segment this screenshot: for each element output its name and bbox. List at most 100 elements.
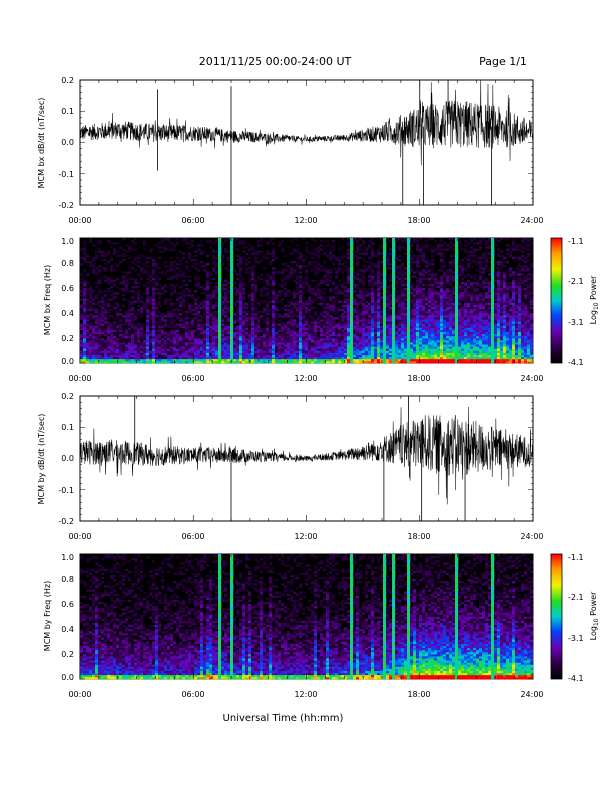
spectrogram-cell — [104, 290, 108, 293]
spectrogram-cell — [389, 340, 393, 343]
spectrogram-cell — [137, 290, 141, 293]
spectrogram-cell — [395, 304, 399, 308]
spectrogram-cell — [410, 348, 414, 351]
spectrogram-cell — [113, 350, 117, 353]
spectrogram-cell — [239, 300, 243, 303]
spectrogram-cell — [182, 323, 186, 326]
spectrogram-cell — [227, 354, 231, 358]
spectrogram-cell — [104, 350, 108, 353]
spectrogram-cell — [239, 358, 243, 362]
spectrogram-cell — [221, 346, 225, 349]
spectrogram-cell — [386, 290, 390, 293]
spectrogram-cell — [332, 310, 336, 314]
spectrogram-cell — [377, 281, 381, 285]
spectrogram-cell — [386, 329, 390, 333]
spectrogram-cell — [404, 315, 408, 318]
spectrogram-cell — [293, 352, 297, 355]
spectrogram-cell — [200, 352, 204, 355]
spectrogram-cell — [305, 333, 309, 337]
spectrogram-cell — [314, 331, 318, 335]
spectrogram-cell — [407, 294, 411, 297]
spectrogram-cell — [230, 246, 234, 249]
spectrogram-cell — [317, 292, 321, 295]
spectrogram-cell — [341, 335, 345, 339]
spectrogram-cell — [188, 254, 192, 258]
spectrogram-cell — [266, 273, 270, 276]
spectrogram-cell — [215, 304, 219, 308]
spectrogram-cell — [401, 283, 405, 287]
spectrogram-cell — [224, 360, 228, 364]
spectrogram-cell — [299, 338, 303, 341]
spectrogram-cell — [329, 323, 333, 326]
y-tick-label: -0.2 — [58, 517, 74, 526]
spectrogram-cell — [128, 342, 132, 345]
spectrogram-cell — [407, 277, 411, 280]
spectrogram-cell — [260, 344, 264, 347]
spectrogram-cell — [272, 279, 276, 283]
spectrogram-cell — [278, 323, 282, 326]
spectrogram-cell — [140, 356, 144, 360]
spectrogram-cell — [272, 298, 276, 301]
spectrogram-cell — [86, 315, 90, 318]
spectrogram-cell — [443, 335, 447, 339]
spectrogram-cell — [257, 323, 261, 326]
spectrogram-cell — [353, 250, 357, 253]
spectrogram-cell — [125, 313, 129, 316]
spectrogram-cell — [140, 331, 144, 335]
spectrogram-cell — [383, 319, 387, 322]
spectrogram-cell — [197, 356, 201, 360]
spectrogram-cell — [314, 306, 318, 310]
spectrogram-cell — [383, 269, 387, 272]
spectrogram-cell — [290, 325, 294, 328]
spectrogram-cell — [203, 288, 207, 291]
spectrogram-cell — [434, 292, 438, 295]
spectrogram-cell — [365, 329, 369, 333]
spectrogram-cell — [98, 338, 102, 341]
spectrogram-cell — [149, 325, 153, 328]
spectrogram-cell — [296, 302, 300, 305]
spectrogram-cell — [221, 310, 225, 314]
spectrogram-cell — [383, 360, 387, 364]
spectrogram-cell — [80, 263, 84, 266]
spectrogram-cell — [359, 350, 363, 353]
spectrogram-cell — [215, 340, 219, 343]
spectrogram-cell — [293, 331, 297, 335]
spectrogram-cell — [173, 335, 177, 339]
spectrogram-cell — [299, 335, 303, 339]
spectrogram-cell — [293, 350, 297, 353]
spectrogram-cell — [371, 325, 375, 328]
spectrogram-cell — [266, 296, 270, 299]
spectrogram-cell — [371, 288, 375, 291]
spectrogram-cell — [83, 300, 87, 303]
spectrogram-cell — [194, 290, 198, 293]
spectrogram-cell — [338, 323, 342, 326]
spectrogram-cell — [407, 267, 411, 270]
spectrogram-cell — [257, 277, 261, 280]
spectrogram-cell — [221, 340, 225, 343]
spectrogram-cell — [239, 285, 243, 289]
spectrogram-cell — [392, 288, 396, 291]
spectrogram-cell — [374, 308, 378, 312]
spectrogram-cell — [275, 335, 279, 339]
spectrogram-cell — [392, 313, 396, 316]
spectrogram-cell — [233, 342, 237, 345]
spectrogram-cell — [431, 294, 435, 297]
spectrogram-cell — [242, 338, 246, 341]
spectrogram-cell — [260, 317, 264, 320]
spectrogram-cell — [437, 333, 441, 337]
spectrogram-cell — [206, 331, 210, 335]
spectrogram-cell — [311, 354, 315, 358]
spectrogram-cell — [389, 356, 393, 360]
spectrogram-cell — [341, 352, 345, 355]
spectrogram-cell — [209, 298, 213, 301]
spectrogram-cell — [407, 342, 411, 345]
spectrogram-cell — [158, 340, 162, 343]
spectrogram-cell — [119, 260, 123, 264]
spectrogram-cell — [134, 354, 138, 358]
spectrogram-cell — [221, 260, 225, 264]
spectrogram-cell — [299, 319, 303, 322]
spectrogram-cell — [242, 317, 246, 320]
spectrogram-cell — [407, 315, 411, 318]
spectrogram-cell — [326, 327, 330, 330]
spectrogram-cell — [374, 263, 378, 266]
